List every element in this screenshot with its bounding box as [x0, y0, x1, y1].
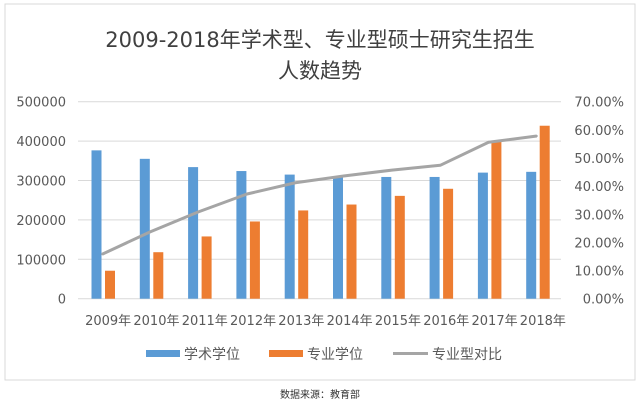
line-point — [390, 169, 393, 172]
line-point — [439, 164, 442, 167]
bar-academic — [284, 174, 295, 299]
line-point — [535, 135, 538, 138]
y-right-tick-label: 0.00% — [583, 293, 624, 308]
bar-professional — [491, 141, 502, 299]
bar-professional — [249, 221, 260, 299]
line-point — [101, 253, 104, 256]
y-left-tick-label: 300000 — [16, 175, 66, 190]
legend-label-professional: 专业学位 — [307, 347, 363, 363]
x-tick-label: 2013年 — [278, 314, 324, 329]
y-left-tick-label: 0 — [58, 293, 66, 308]
y-right-tick-label: 70.00% — [574, 96, 624, 111]
bar-professional — [201, 236, 212, 299]
line-point — [294, 181, 297, 184]
bar-professional — [298, 210, 309, 299]
legend-label-academic: 学术学位 — [184, 347, 240, 363]
bar-professional — [346, 204, 357, 299]
y-right-tick-label: 50.00% — [574, 152, 624, 167]
bar-professional — [105, 270, 115, 299]
legend-swatch-academic — [146, 350, 180, 357]
bar-academic — [429, 176, 440, 299]
bar-academic — [477, 172, 488, 299]
x-tick-label: 2015年 — [375, 314, 421, 329]
bar-academic — [236, 171, 247, 299]
x-tick-label: 2011年 — [182, 314, 228, 329]
line-point — [197, 210, 200, 213]
bar-academic — [381, 176, 392, 299]
x-tick-label: 2017年 — [472, 314, 518, 329]
y-left-tick-label: 200000 — [16, 214, 66, 229]
line-point — [149, 230, 152, 233]
legend-label-ratio: 专业型对比 — [432, 347, 502, 363]
bar-academic — [526, 171, 537, 299]
source-note: 数据来源：教育部 — [280, 388, 360, 401]
x-tick-label: 2009年 — [85, 314, 131, 329]
y-left-tick-label: 500000 — [16, 96, 66, 111]
bar-professional — [394, 195, 405, 299]
bar-professional — [443, 188, 454, 299]
chart-title-line-2: 人数趋势 — [278, 59, 362, 83]
line-ratio — [101, 134, 538, 256]
y-left-tick-label: 100000 — [16, 253, 66, 268]
bar-academic — [188, 167, 199, 299]
x-tick-label: 2016年 — [423, 314, 469, 329]
x-tick-label: 2018年 — [520, 314, 566, 329]
bar-professional — [153, 252, 164, 299]
x-tick-label: 2010年 — [133, 314, 179, 329]
legend: 学术学位 专业学位 专业型对比 — [146, 347, 502, 363]
bar-professional — [539, 125, 550, 299]
line-point — [342, 174, 345, 177]
bar-academic — [91, 150, 102, 299]
y-left-tick-label: 400000 — [16, 135, 66, 150]
line-point — [246, 193, 249, 196]
chart-title-line-1: 2009-2018年学术型、专业型硕士研究生招生 — [105, 28, 534, 52]
y-right-tick-label: 20.00% — [574, 236, 624, 251]
x-tick-label: 2014年 — [327, 314, 373, 329]
y-right-tick-label: 30.00% — [574, 208, 624, 223]
y-right-tick-label: 10.00% — [574, 265, 624, 280]
x-tick-label: 2012年 — [230, 314, 276, 329]
bar-academic — [139, 158, 150, 299]
bar-academic — [333, 176, 343, 299]
y-right-tick-label: 60.00% — [574, 124, 624, 139]
line-point — [487, 141, 490, 144]
legend-swatch-professional — [269, 350, 303, 357]
y-right-tick-label: 40.00% — [574, 180, 624, 195]
